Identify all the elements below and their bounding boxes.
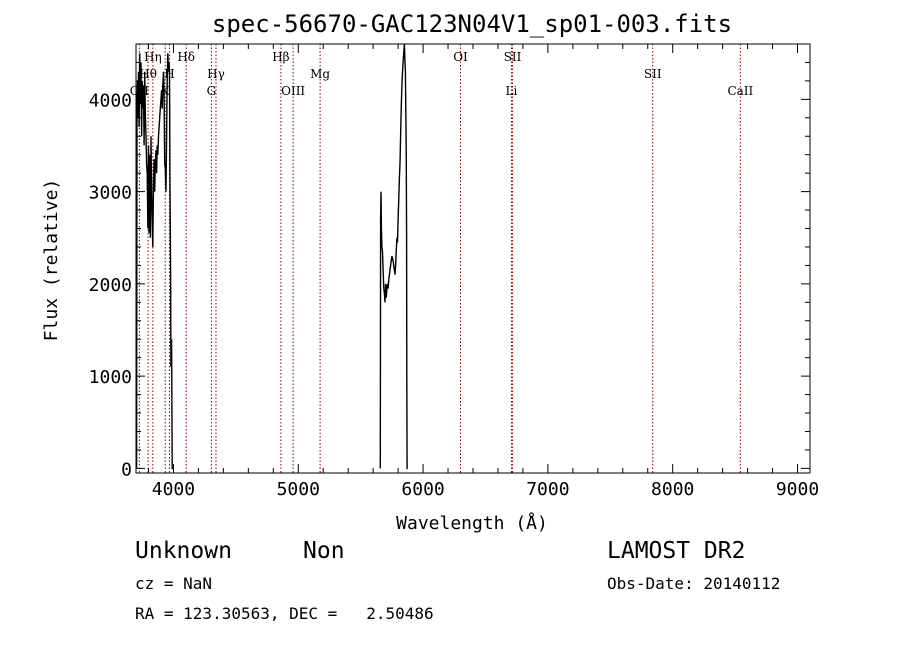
y-tick-label: 0 [121, 459, 132, 480]
y-tick-label: 4000 [89, 90, 132, 111]
obs-date-label: Obs-Date: 20140112 [607, 574, 781, 593]
x-tick-label: 7000 [526, 479, 569, 500]
line-marker-label: Hδ [177, 50, 195, 64]
y-tick-label: 2000 [89, 275, 132, 296]
line-marker-label: SII [644, 67, 662, 81]
line-marker-label: CaII [727, 84, 753, 98]
line-marker-label: Hη [144, 50, 162, 64]
cz-label: cz = NaN [135, 574, 213, 593]
spectrum-series-line [136, 53, 174, 470]
x-tick-label: 8000 [651, 479, 694, 500]
line-marker-label: SII [504, 50, 522, 64]
x-axis-label: Wavelength (Å) [396, 512, 548, 534]
subclass-label: Non [303, 538, 345, 564]
line-marker-label: K [161, 84, 171, 98]
line-marker-label: Li [506, 84, 518, 98]
x-tick-label: 5000 [277, 479, 320, 500]
line-marker-label: OIII [281, 84, 305, 98]
survey-label: LAMOST DR2 [607, 538, 746, 564]
line-marker-label: G [207, 84, 217, 98]
y-tick-label: 3000 [89, 183, 132, 204]
coords-label: RA = 123.30563, DEC = 2.50486 [135, 604, 434, 623]
line-marker-label: Mg [310, 67, 330, 81]
spectrum-layer [136, 44, 408, 470]
spectrum-series-line [379, 44, 408, 470]
x-tick-label: 6000 [401, 479, 444, 500]
plot-frame [135, 43, 811, 474]
class-label: Unknown [135, 538, 232, 564]
line-marker-label: Hβ [272, 50, 289, 64]
x-tick-label: 9000 [776, 479, 819, 500]
y-axis-label: Flux (relative) [41, 179, 62, 342]
axes: 4000 5000 6000 7000 8000 9000 0 1000 2000 3000 400… [89, 44, 819, 500]
y-tick-label: 1000 [89, 367, 132, 388]
line-marker-label: Hγ [207, 67, 225, 81]
chart-title: spec-56670-GAC123N04V1_sp01-003.fits [212, 10, 732, 38]
x-tick-label: 4000 [152, 479, 195, 500]
line-marker-label: OI [453, 50, 468, 64]
line-marker-label: Hθ [139, 67, 157, 81]
